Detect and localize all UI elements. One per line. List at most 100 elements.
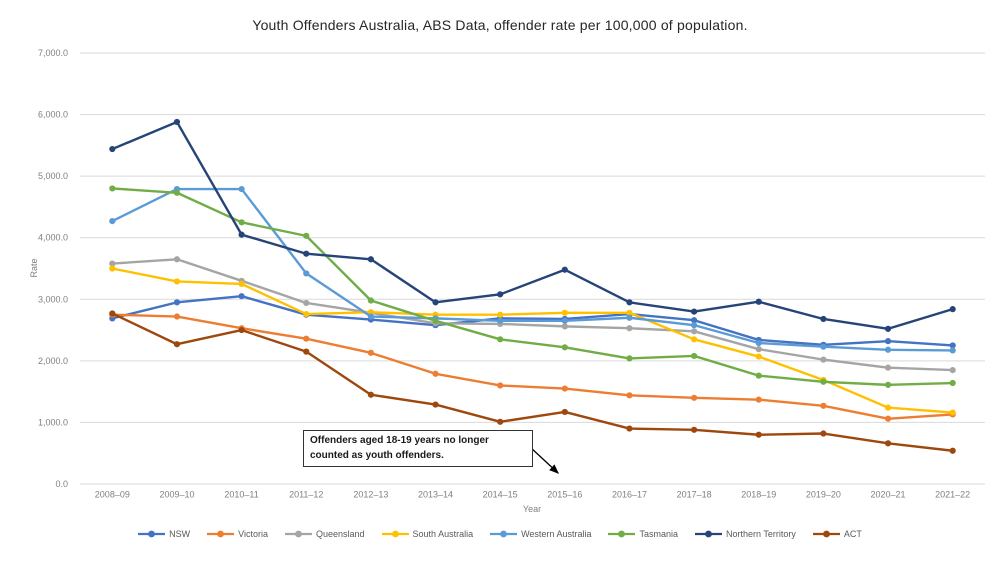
data-point-western-australia [755,339,762,347]
y-tick-label: 2,000.0 [38,356,68,366]
legend-label-south-australia: South Australia [412,529,474,539]
y-tick-label: 3,000.0 [38,294,68,304]
data-point-victoria [820,402,827,409]
data-point-tasmania [949,379,956,387]
data-point-act [173,341,181,348]
data-point-act [303,348,310,355]
data-point-victoria [884,415,892,422]
data-point-tasmania [561,344,568,351]
legend-label-victoria: Victoria [238,529,268,539]
data-point-act [691,426,698,433]
x-tick-label: 2021–22 [935,490,970,500]
y-tick-label: 5,000.0 [38,171,68,181]
y-axis-title: Rate [29,258,39,277]
data-point-act [109,310,116,317]
x-tick-label: 2014–15 [483,490,518,500]
x-tick-label: 2013–14 [418,490,453,500]
legend-item-south-australia: South Australia [381,529,474,539]
data-point-south-australia [884,404,892,411]
chart-title: Youth Offenders Australia, ABS Data, off… [252,17,748,33]
series-line-queensland [111,258,954,372]
data-point-northern-territory [755,298,762,305]
data-point-act [820,430,827,437]
data-point-queensland [949,366,956,374]
data-point-northern-territory [561,266,568,273]
annotation-arrow [529,446,559,474]
x-tick-label: 2009–10 [159,490,194,500]
data-point-northern-territory [303,250,310,257]
x-tick-label: 2015–16 [547,490,582,500]
data-point-queensland [691,328,698,335]
data-point-queensland [173,256,181,263]
x-tick-label: 2008–09 [95,490,130,500]
data-point-south-australia [238,280,245,287]
data-point-northern-territory [367,256,374,263]
data-point-nsw [173,299,181,306]
legend-item-tasmania: Tasmania [608,529,678,539]
series-line-victoria [111,313,954,420]
data-point-northern-territory [109,145,116,153]
y-tick-label: 0.0 [55,479,68,489]
data-point-victoria [755,396,762,403]
data-point-south-australia [497,311,504,318]
data-point-northern-territory [173,118,181,126]
data-point-western-australia [561,317,568,324]
legend-item-queensland: Queensland [285,529,365,539]
data-point-tasmania [109,185,116,192]
data-point-queensland [820,356,827,363]
legend-item-western-australia: Western Australia [490,529,591,539]
data-point-act [497,418,504,425]
data-point-western-australia [109,217,116,225]
data-point-victoria [691,394,698,401]
x-tick-label: 2011–12 [289,490,323,500]
data-point-tasmania [755,372,762,379]
data-point-victoria [303,335,310,342]
data-point-queensland [561,323,568,330]
data-point-western-australia [238,185,245,193]
data-point-tasmania [884,381,892,388]
legend: NSW Victoria Queensland South Australia West… [0,529,1000,539]
data-point-tasmania [691,352,698,360]
legend-marker-nsw [138,530,166,538]
legend-label-western-australia: Western Australia [521,529,592,539]
x-tick-label: 2016–17 [612,490,647,500]
legend-marker-tasmania [608,530,636,538]
data-point-northern-territory [884,325,892,332]
x-tick-label: 2010–11 [224,490,258,500]
data-point-northern-territory [432,299,439,306]
data-point-south-australia [949,409,956,416]
data-point-act [755,431,762,438]
legend-marker-south-australia [381,530,409,538]
data-point-nsw [238,293,245,300]
legend-label-tasmania: Tasmania [639,529,678,539]
data-point-western-australia [949,347,956,354]
series-line-tasmania [111,187,954,387]
x-axis-title: Year [523,504,541,514]
data-point-northern-territory [949,306,956,313]
data-point-act [432,401,439,408]
data-point-western-australia [691,322,698,329]
data-point-nsw [949,342,956,349]
data-point-victoria [626,392,633,399]
series-line-nsw [111,295,954,347]
data-point-northern-territory [691,308,698,315]
legend-item-northern-territory: Northern Territory [695,529,796,539]
y-tick-label: 6,000.0 [38,110,68,120]
legend-item-act: ACT [812,529,862,539]
data-point-south-australia [367,309,374,316]
data-point-victoria [173,313,181,320]
data-point-tasmania [626,355,633,362]
data-point-northern-territory [626,299,633,306]
data-point-victoria [561,385,568,392]
data-point-tasmania [497,336,504,343]
legend-marker-queensland [285,530,312,538]
legend-label-queensland: Queensland [316,529,365,539]
data-point-act [367,391,374,398]
data-point-south-australia [303,310,310,318]
data-point-western-australia [884,346,892,353]
data-point-victoria [367,349,374,356]
x-tick-label: 2012–13 [353,490,388,500]
series-line-south-australia [111,267,954,414]
